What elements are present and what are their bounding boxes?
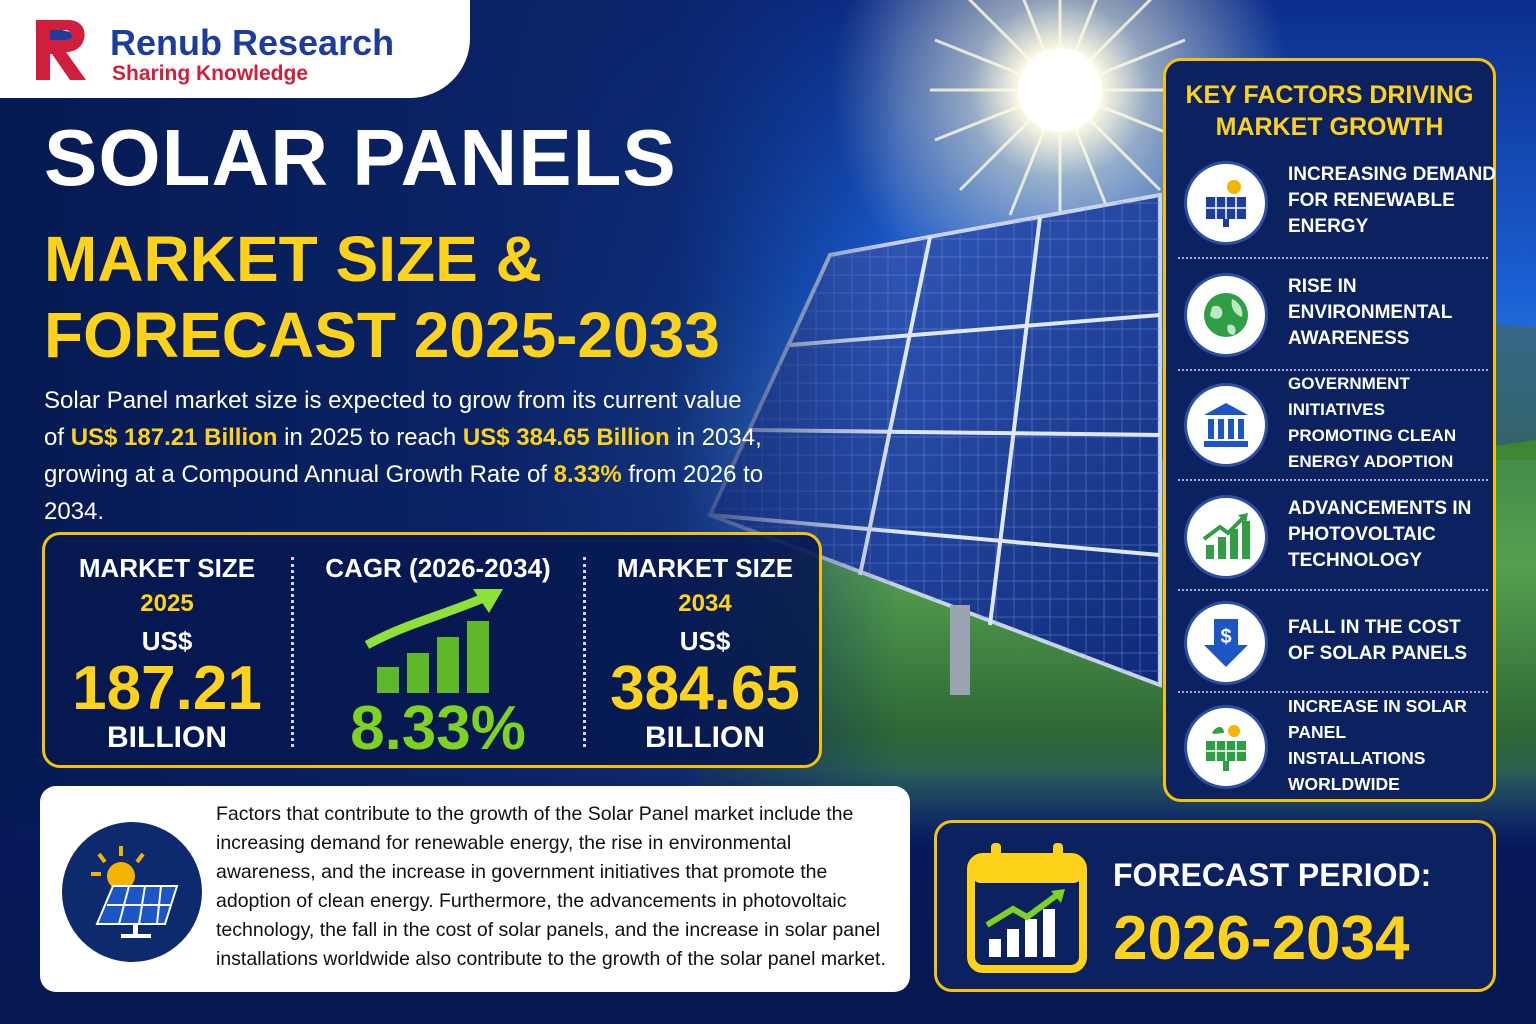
stat-unit: BILLION	[645, 721, 765, 754]
stat-unit: BILLION	[107, 721, 227, 754]
key-factor-text: INCREASE IN SOLAR PANEL INSTALLATIONS WORL…	[1288, 693, 1498, 797]
intro-text-2: in 2025 to reach	[277, 424, 463, 451]
stat-label: MARKET SIZE	[616, 553, 794, 583]
key-factor-line: ENERGY	[1288, 216, 1369, 237]
key-factor-line: PROMOTING CLEAN	[1288, 426, 1457, 445]
subtitle-line-2: FORECAST 2025-2033	[44, 299, 720, 371]
government-building-icon	[1184, 383, 1268, 467]
svg-text:$: $	[1220, 626, 1231, 648]
forecast-period-label: FORECAST PERIOD:	[1113, 857, 1432, 893]
key-factor-item: RISE IN ENVIRONMENTAL AWARENESS	[1178, 259, 1488, 367]
forecast-period-value: 2026-2034	[1113, 904, 1410, 973]
intro-highlight-future-value: US$ 384.65 Billion	[462, 424, 670, 451]
key-factor-item: ADVANCEMENTS IN PHOTOVOLTAIC TECHNOLOGY	[1178, 481, 1488, 589]
solar-panel-sun-icon	[62, 822, 202, 962]
key-factor-line: WORLDWIDE	[1288, 774, 1400, 794]
stat-cagr: CAGR (2026-2034) 8.33%	[295, 535, 581, 765]
solar-panel-sun-icon	[1184, 161, 1268, 245]
divider	[1178, 479, 1488, 481]
stat-year: 2025	[140, 590, 194, 617]
sun-icon	[930, 0, 1190, 220]
key-factor-item: INCREASING DEMAND FOR RENEWABLE ENERGY	[1178, 147, 1496, 255]
description-card: Factors that contribute to the growth of…	[40, 786, 910, 992]
price-down-icon: $	[1184, 601, 1268, 685]
brand-name: Renub Research	[110, 22, 395, 63]
divider	[1178, 589, 1488, 591]
key-factor-line: OF SOLAR PANELS	[1288, 643, 1468, 664]
key-factor-item: INCREASE IN SOLAR PANEL INSTALLATIONS WORL…	[1178, 691, 1488, 799]
stats-panel: MARKET SIZE 2025 US$ 187.21 BILLION CAGR…	[42, 532, 822, 768]
key-factor-line: TECHNOLOGY	[1288, 550, 1423, 571]
stat-label: CAGR (2026-2034)	[325, 553, 551, 583]
key-factor-line: ENVIRONMENTAL	[1288, 302, 1453, 323]
key-factor-line: INCREASING DEMAND	[1288, 164, 1496, 185]
key-factor-line: FALL IN THE COST	[1288, 617, 1461, 638]
key-factor-line: RISE IN	[1288, 276, 1357, 297]
intro-text-1: Solar Panel market size is expected to g…	[44, 387, 742, 451]
page-title: SOLAR PANELS	[44, 113, 677, 202]
intro-highlight-current-value: US$ 187.21 Billion	[70, 424, 278, 451]
key-factor-text: GOVERNMENT INITIATIVES PROMOTING CLEAN ENE…	[1288, 371, 1498, 475]
key-factors-title-line-2: MARKET GROWTH	[1215, 113, 1444, 141]
renub-logo-icon	[36, 20, 86, 80]
key-factor-item: GOVERNMENT INITIATIVES PROMOTING CLEAN ENE…	[1178, 369, 1488, 477]
brand-header: Renub Research Sharing Knowledge	[0, 0, 470, 98]
key-factor-item: $ FALL IN THE COST OF SOLAR PANELS	[1178, 587, 1488, 695]
key-factor-line: AWARENESS	[1288, 328, 1410, 349]
key-factor-text: RISE IN ENVIRONMENTAL AWARENESS	[1288, 274, 1498, 352]
growth-chart-icon	[1184, 495, 1268, 579]
divider	[1178, 369, 1488, 371]
divider	[291, 557, 294, 747]
stat-year: 2034	[678, 590, 732, 617]
brand-tagline: Sharing Knowledge	[112, 62, 309, 85]
stat-market-size-2025: MARKET SIZE 2025 US$ 187.21 BILLION	[45, 535, 289, 765]
stat-value: 384.65	[610, 654, 800, 723]
solar-installation-icon	[1184, 705, 1268, 789]
key-factors-panel: KEY FACTORS DRIVING MARKET GROWTH INCREA…	[1163, 58, 1496, 802]
key-factor-text: ADVANCEMENTS IN PHOTOVOLTAIC TECHNOLOGY	[1288, 496, 1498, 574]
divider	[583, 557, 586, 747]
key-factor-text: FALL IN THE COST OF SOLAR PANELS	[1288, 615, 1498, 667]
calendar-growth-icon	[967, 843, 1087, 973]
intro-highlight-cagr: 8.33%	[553, 461, 622, 488]
key-factor-line: ENERGY ADOPTION	[1288, 452, 1454, 471]
stat-value: 187.21	[72, 654, 262, 723]
growth-chart-icon	[364, 589, 503, 693]
intro-paragraph: Solar Panel market size is expected to g…	[44, 382, 764, 530]
stat-value: 8.33%	[350, 694, 526, 763]
key-factor-line: PHOTOVOLTAIC	[1288, 524, 1436, 545]
key-factor-text: INCREASING DEMAND FOR RENEWABLE ENERGY	[1288, 162, 1498, 240]
key-factor-line: ADVANCEMENTS IN	[1288, 498, 1472, 519]
forecast-period-card: FORECAST PERIOD: 2026-2034	[934, 820, 1496, 992]
globe-leaf-icon	[1184, 273, 1268, 357]
intro-text-3: in 2034, growing at a Compound Annual Gr…	[44, 424, 762, 488]
key-factors-title: KEY FACTORS DRIVING MARKET GROWTH	[1166, 79, 1493, 143]
key-factors-title-line-1: KEY FACTORS DRIVING	[1185, 81, 1474, 109]
subtitle-line-1: MARKET SIZE &	[44, 223, 542, 295]
intro-text-4: from 2026 to 2034.	[44, 461, 764, 525]
key-factor-line: INCREASE IN SOLAR PANEL	[1288, 696, 1467, 742]
description-text: Factors that contribute to the growth of…	[216, 803, 886, 970]
divider	[1178, 257, 1488, 259]
key-factor-line: INSTALLATIONS	[1288, 748, 1426, 768]
stat-currency: US$	[679, 626, 731, 656]
key-factor-line: FOR RENEWABLE	[1288, 190, 1455, 211]
stat-currency: US$	[141, 626, 193, 656]
stat-market-size-2034: MARKET SIZE 2034 US$ 384.65 BILLION	[587, 535, 823, 765]
key-factor-line: GOVERNMENT INITIATIVES	[1288, 374, 1410, 419]
divider	[1178, 691, 1488, 693]
stat-label: MARKET SIZE	[78, 553, 256, 583]
